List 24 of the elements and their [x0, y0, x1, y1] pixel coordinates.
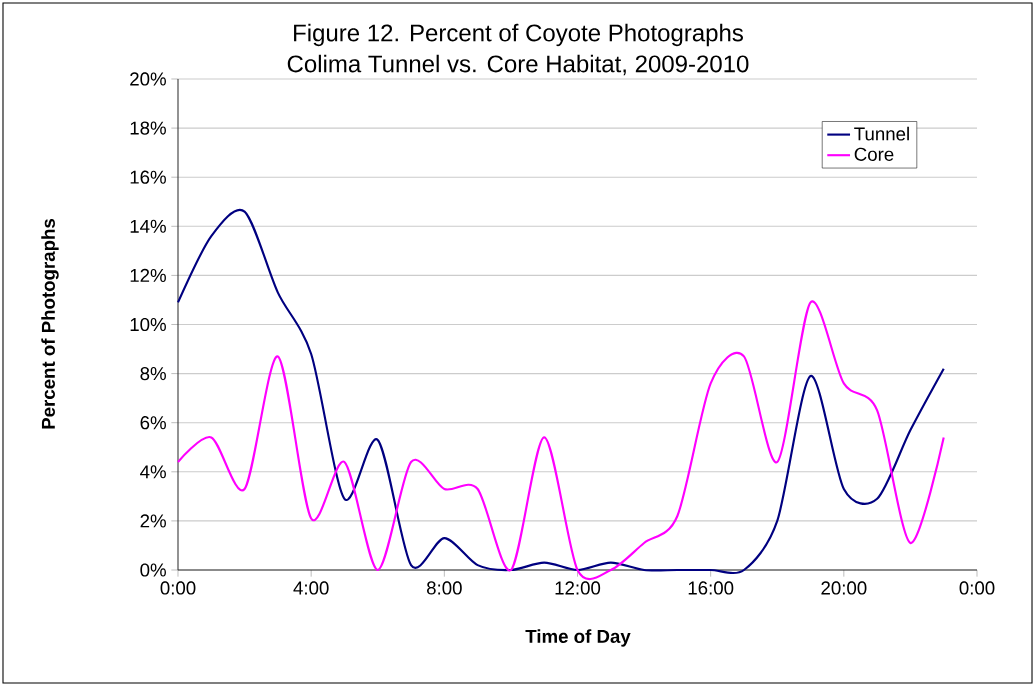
- y-tick-label: 0%: [140, 563, 166, 577]
- legend-label: Core: [854, 147, 894, 161]
- chart-subtitle: Colima Tunnel vs. Core Habitat, 2009-2010: [287, 54, 749, 76]
- x-tick-label: 0:00: [160, 581, 196, 595]
- x-axis-title: Time of Day: [525, 629, 631, 647]
- x-tick-label: 20:00: [821, 581, 867, 595]
- y-tick-label: 8%: [140, 366, 166, 381]
- y-tick-label: 20%: [130, 72, 166, 86]
- y-tick-label: 12%: [130, 268, 166, 282]
- y-axis-title: Percent of Photographs: [41, 218, 59, 429]
- x-tick-label: 8:00: [426, 581, 462, 595]
- y-tick-label: 16%: [130, 170, 166, 184]
- y-tick-label: 14%: [130, 219, 166, 233]
- legend-label: Tunnel: [854, 126, 909, 141]
- y-tick-label: 18%: [130, 121, 166, 135]
- y-tick-label: 4%: [140, 465, 166, 479]
- chart-title: Figure 12. Percent of Coyote Photographs: [294, 23, 743, 47]
- x-tick-label: 12:00: [555, 581, 601, 595]
- y-tick-label: 10%: [130, 317, 166, 332]
- x-tick-label: 4:00: [293, 581, 329, 595]
- y-tick-label: 2%: [140, 514, 166, 528]
- x-tick-label: 16:00: [688, 581, 734, 595]
- x-tick-label: 0:00: [959, 581, 995, 595]
- y-tick-label: 6%: [140, 416, 166, 430]
